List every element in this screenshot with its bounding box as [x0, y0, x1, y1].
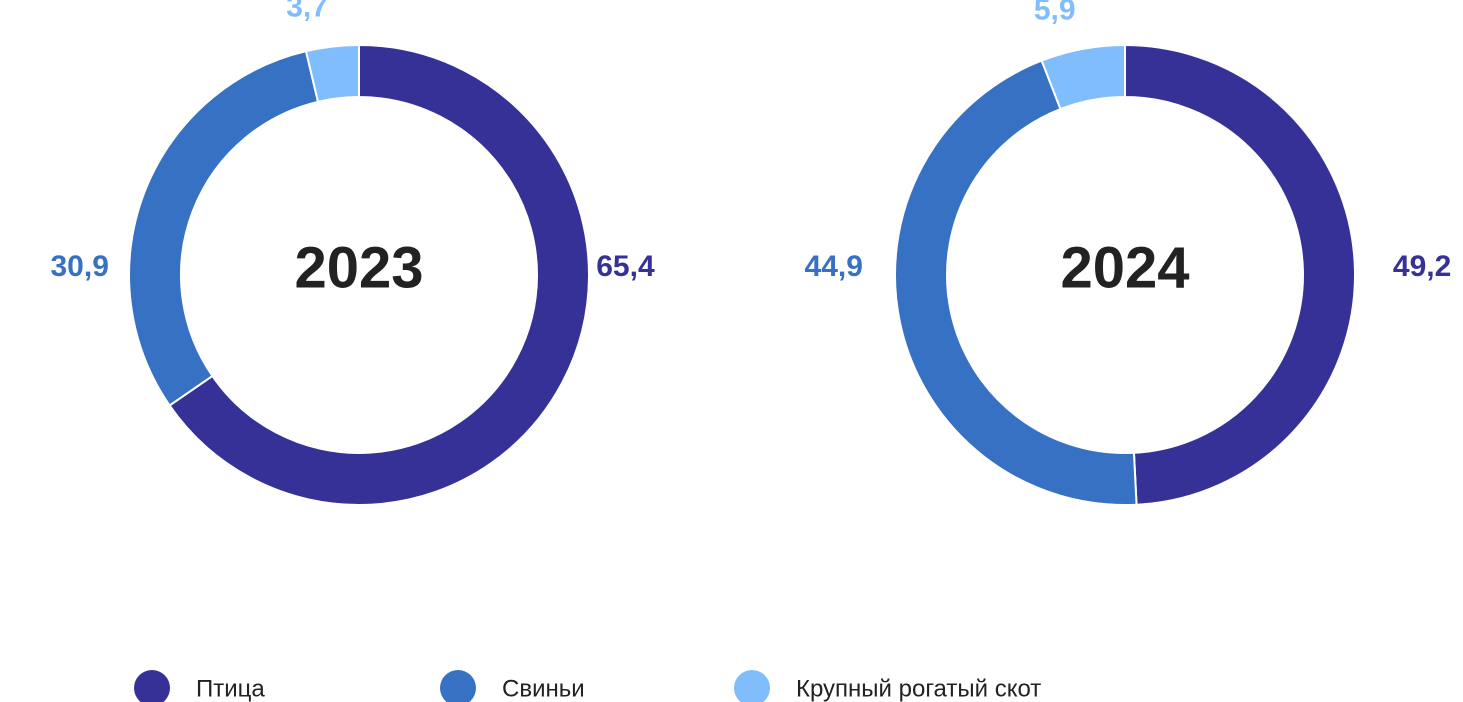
- slice: [168, 43, 590, 506]
- legend-label: Птица: [196, 675, 265, 702]
- slice: [1124, 43, 1357, 506]
- data-label: 44,9: [805, 250, 863, 283]
- data-label: 30,9: [51, 250, 109, 283]
- legend-label: Свиньи: [502, 675, 585, 702]
- slice: [304, 43, 360, 103]
- slice: [1040, 43, 1126, 111]
- legend-marker: [440, 670, 476, 702]
- data-label: 3,7: [286, 0, 328, 24]
- legend-label: Крупный рогатый скот: [796, 675, 1041, 702]
- legend-marker: [134, 670, 170, 702]
- legend-marker: [734, 670, 770, 702]
- data-label: 49,2: [1393, 250, 1451, 283]
- chart-title: 2024: [1060, 235, 1189, 300]
- slice: [128, 49, 320, 407]
- data-label: 5,9: [1034, 0, 1076, 27]
- data-label: 65,4: [596, 250, 655, 283]
- chart-title: 2023: [294, 235, 423, 300]
- slice: [894, 59, 1138, 506]
